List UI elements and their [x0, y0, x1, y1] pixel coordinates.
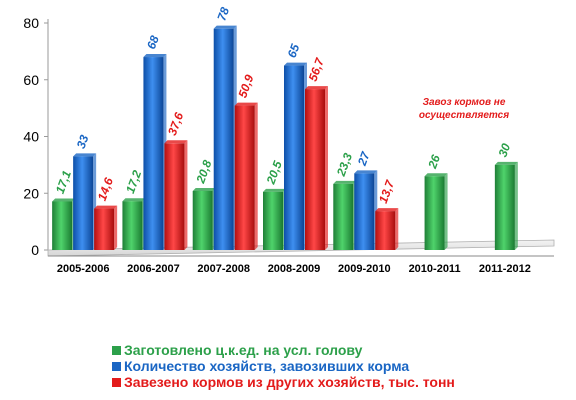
bar	[333, 183, 354, 250]
bar-top	[284, 62, 307, 66]
legend-marker	[112, 378, 121, 387]
x-tick-label: 2007-2008	[197, 263, 250, 275]
annotation-line-1: Завоз кормов не	[423, 97, 506, 108]
bar-top	[192, 187, 216, 191]
bar	[263, 191, 283, 250]
data-label: 17,2	[123, 168, 144, 195]
data-label: 17,1	[53, 168, 74, 195]
data-label: 26	[425, 153, 443, 172]
data-label: 33	[74, 133, 92, 151]
bar-top	[424, 173, 448, 177]
bar	[122, 201, 143, 250]
bar	[213, 28, 234, 250]
bar-top	[143, 54, 167, 58]
bar	[375, 211, 396, 250]
bar-top	[234, 102, 258, 106]
bar	[94, 208, 115, 250]
axes: 0 20 40 60 80	[23, 15, 49, 258]
data-label: 50,9	[235, 73, 256, 100]
data-label: 56,7	[306, 55, 328, 83]
bar	[192, 190, 213, 250]
data-label: 78	[214, 5, 232, 23]
bar	[305, 89, 325, 251]
y-tick-label: 60	[23, 72, 39, 88]
bar-top	[494, 161, 518, 165]
legend-label: Завезено кормов из других хозяйств, тыс.…	[124, 374, 455, 390]
data-label: 68	[144, 33, 162, 51]
data-label: 20,8	[193, 158, 215, 186]
bar	[354, 173, 375, 250]
category-labels: 2005-2006 2006-2007 2007-2008 2008-2009 2009…	[57, 263, 531, 275]
x-tick-label: 2006-2007	[127, 263, 180, 275]
legend: Заготовлено ц.к.ед. на усл. головуКоличе…	[112, 342, 455, 390]
legend-label: Количество хозяйств, завозивших корма	[124, 358, 409, 374]
y-tick-label: 20	[23, 185, 39, 201]
bar-top	[122, 198, 146, 202]
bar	[73, 156, 94, 250]
bars	[52, 25, 518, 251]
bar-top	[333, 180, 357, 184]
y-tick-label: 40	[23, 129, 39, 145]
legend-marker	[112, 346, 121, 355]
data-label: 30	[496, 141, 514, 159]
bar	[494, 164, 515, 250]
bar-side	[184, 140, 188, 250]
bar	[234, 105, 255, 250]
x-tick-label: 2011-2012	[479, 263, 531, 275]
legend-label: Заготовлено ц.к.ед. на усл. голову	[124, 342, 363, 358]
bar-side	[114, 205, 118, 250]
bar-top	[305, 86, 328, 90]
bar	[52, 201, 73, 250]
x-tick-label: 2009-2010	[338, 263, 391, 275]
bar-top	[52, 198, 76, 202]
x-tick-label: 2010-2011	[409, 263, 461, 275]
bar-side	[325, 86, 328, 251]
bar	[284, 65, 304, 250]
y-tick-label: 0	[31, 242, 39, 258]
annotation-line-2: осуществляется	[419, 110, 509, 121]
bar-side	[395, 208, 399, 250]
bar-top	[164, 140, 188, 144]
bar-top	[94, 205, 118, 209]
y-tick-label: 80	[23, 15, 39, 31]
bar-side	[254, 102, 258, 250]
bar-top	[73, 153, 97, 157]
data-label: 23,3	[334, 151, 356, 179]
bar	[143, 57, 164, 250]
bar-top	[263, 188, 286, 192]
bar-top	[354, 170, 378, 174]
x-tick-label: 2005-2006	[57, 263, 110, 275]
data-label: 37,6	[165, 110, 186, 137]
bar-side	[514, 161, 518, 250]
bar-top	[213, 25, 237, 29]
data-label: 14,6	[95, 176, 116, 203]
data-label: 65	[285, 42, 303, 60]
bar-top	[375, 208, 399, 212]
data-label: 20,5	[263, 159, 285, 187]
legend-marker	[112, 362, 121, 371]
data-label: 13,7	[376, 177, 398, 205]
x-tick-label: 2008-2009	[268, 263, 321, 275]
annotation: Завоз кормов не осуществляется	[419, 97, 509, 121]
data-label: 27	[355, 149, 374, 169]
bar	[424, 176, 445, 250]
bar-side	[444, 173, 448, 250]
bar	[164, 143, 185, 250]
